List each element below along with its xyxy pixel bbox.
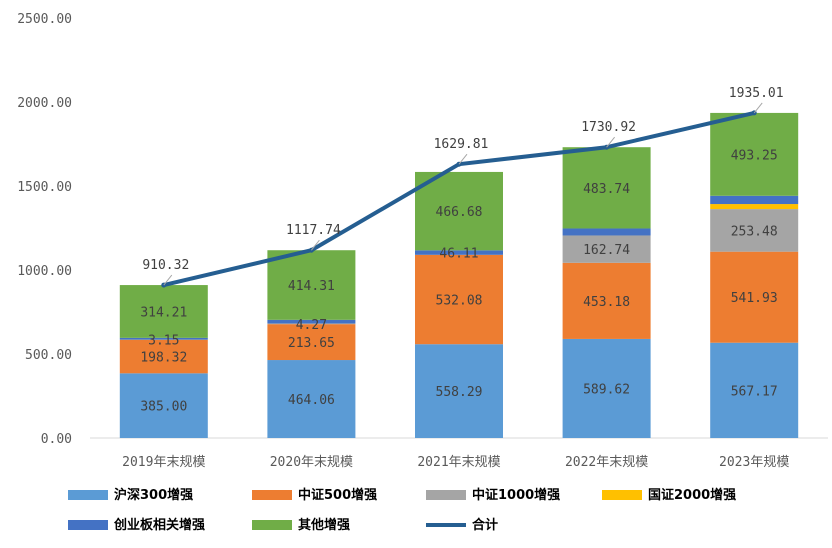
bar-segment	[710, 112, 799, 196]
bar-segment	[119, 337, 208, 340]
segment-label: 4.27	[296, 318, 327, 333]
x-tick-label: 2021年末规模	[417, 455, 500, 470]
total-label: 910.32	[142, 258, 189, 273]
segment-label: 453.18	[583, 295, 630, 310]
total-leader-line	[458, 153, 468, 165]
segment-label: 589.62	[583, 382, 630, 397]
legend-label: 中证1000增强	[472, 487, 560, 503]
segment-label: 414.31	[288, 279, 335, 294]
segment-label: 483.74	[583, 182, 630, 197]
y-tick-label: 0.00	[41, 432, 72, 447]
segment-label: 198.32	[140, 351, 187, 366]
legend-swatch	[252, 490, 292, 500]
legend-swatch	[68, 490, 108, 500]
x-tick-label: 2019年末规模	[122, 455, 205, 470]
legend-label: 国证2000增强	[648, 487, 736, 503]
legend-swatch	[252, 520, 292, 530]
segment-label: 46.11	[439, 247, 478, 262]
total-leader-line	[311, 239, 320, 251]
legend-label: 其他增强	[298, 517, 350, 533]
total-label: 1730.92	[581, 120, 636, 135]
y-tick-label: 1500.00	[17, 180, 72, 195]
segment-label: 385.00	[140, 400, 187, 415]
total-leader-line	[163, 274, 173, 286]
segment-label: 464.06	[288, 393, 335, 408]
bar-segment	[119, 339, 208, 341]
bar-segment	[415, 171, 503, 251]
segment-label: 466.68	[436, 205, 483, 220]
segment-label: 567.17	[731, 384, 778, 399]
y-tick-label: 500.00	[25, 348, 72, 363]
total-label: 1629.81	[434, 137, 489, 152]
x-tick-label: 2020年末规模	[270, 455, 353, 470]
legend-label: 沪深300增强	[114, 487, 193, 503]
legend-swatch	[602, 490, 642, 500]
bar-segment	[119, 340, 208, 374]
total-label: 1935.01	[729, 86, 784, 101]
bar-segment	[562, 147, 651, 229]
bar-segment	[562, 262, 651, 339]
total-leader-line	[606, 136, 615, 148]
bar-segment	[415, 344, 503, 438]
segment-label: 3.15	[148, 334, 179, 349]
legend-label: 创业板相关增强	[113, 517, 205, 533]
y-tick-label: 1000.00	[17, 264, 72, 279]
legend-label: 中证500增强	[298, 487, 377, 503]
y-tick-label: 2000.00	[17, 96, 72, 111]
segment-label: 162.74	[583, 243, 630, 258]
bar-segment	[562, 235, 651, 263]
x-tick-label: 2023年规模	[719, 455, 789, 470]
legend-label: 合计	[472, 517, 498, 533]
bar-segment	[562, 228, 651, 236]
bar-segment	[710, 342, 799, 438]
segment-label: 541.93	[731, 291, 778, 306]
bar-segment	[710, 209, 799, 252]
segment-label: 314.21	[140, 305, 187, 320]
bar-segment	[119, 285, 208, 338]
legend-swatch	[68, 520, 108, 530]
legend-swatch	[426, 490, 466, 500]
segment-label: 493.25	[731, 148, 778, 163]
bar-segment	[119, 373, 208, 438]
x-tick-label: 2022年末规模	[565, 455, 648, 470]
bar-segment	[267, 319, 356, 324]
bar-segment	[267, 324, 356, 361]
y-tick-label: 2500.00	[17, 12, 72, 27]
segment-label: 532.08	[436, 294, 483, 309]
bar-segment	[267, 250, 356, 320]
total-leader-line	[753, 102, 763, 114]
bar-segment	[710, 195, 799, 205]
bar-segment	[267, 323, 356, 325]
bar-segment	[710, 251, 799, 343]
bar-segment	[562, 338, 651, 438]
bar-segment	[415, 250, 503, 255]
segment-label: 213.65	[288, 336, 335, 351]
segment-label: 558.29	[436, 385, 483, 400]
total-label: 1117.74	[286, 223, 341, 238]
bar-segment	[415, 254, 503, 345]
segment-label: 253.48	[731, 224, 778, 239]
bar-segment	[267, 360, 356, 438]
bar-segment	[710, 204, 799, 210]
